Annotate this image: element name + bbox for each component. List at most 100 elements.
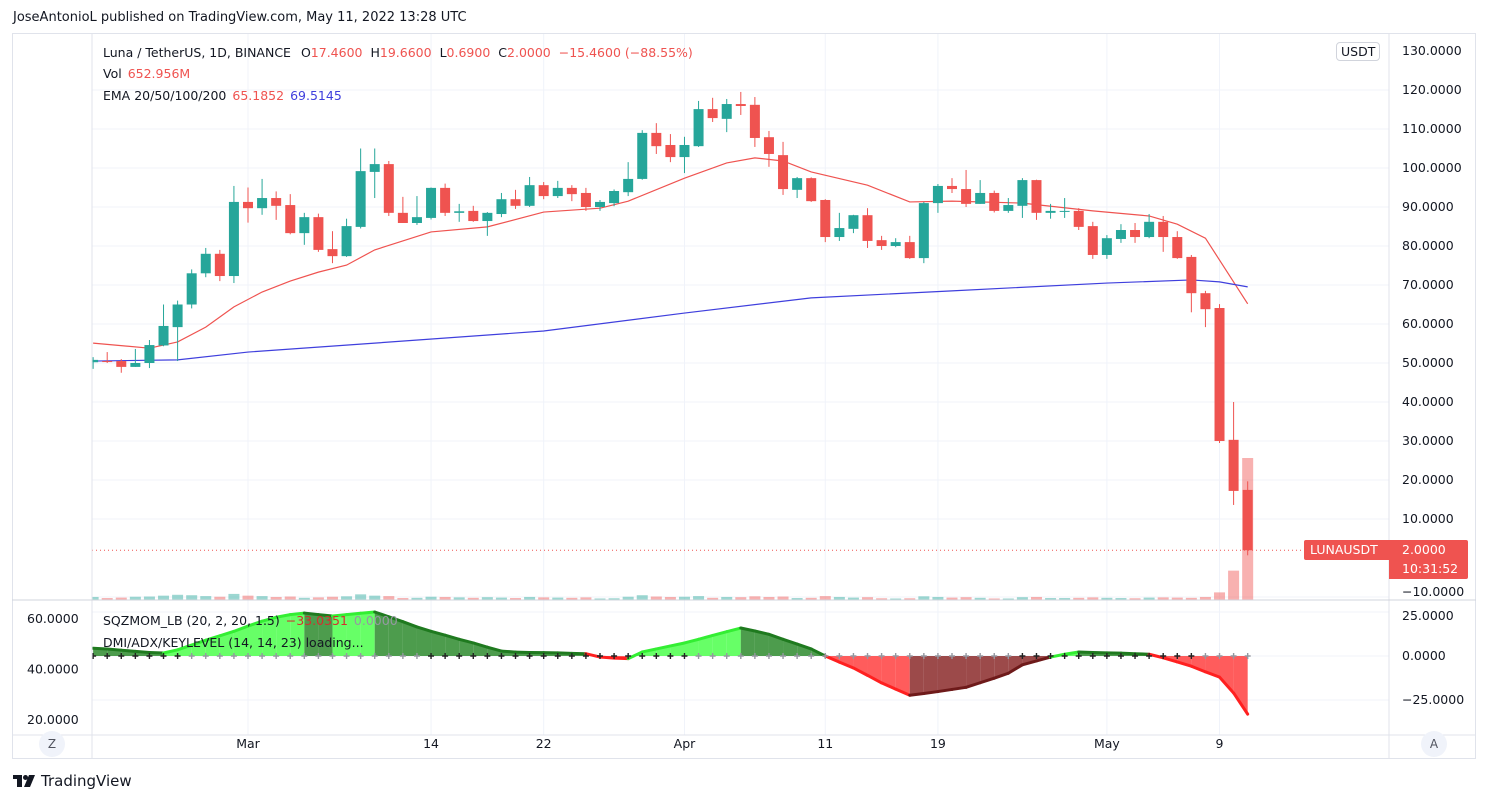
currency-button[interactable]: USDT (1336, 42, 1381, 61)
candle (876, 235, 887, 250)
volume-bar (932, 596, 944, 600)
momentum-area-segment (1191, 656, 1206, 672)
candle (1144, 214, 1155, 239)
candle-body (299, 217, 310, 234)
volume-bar (270, 596, 282, 600)
volume-bar (890, 598, 902, 600)
dmi-tick-label: 60.0000 (27, 611, 79, 626)
candle (228, 185, 239, 284)
squeeze-dot (963, 653, 970, 659)
candle-body (679, 144, 690, 158)
candle-body (1228, 439, 1239, 491)
time-tick-label: 14 (423, 736, 439, 751)
squeeze-dot (991, 653, 998, 659)
candle-body (369, 164, 380, 172)
momentum-line-segment (1034, 655, 1053, 663)
momentum-area-segment (346, 613, 361, 656)
candle (257, 178, 268, 215)
sqzmom-value-2: 0.0000 (353, 613, 398, 628)
volume-bar (538, 597, 550, 600)
volume-bar (355, 594, 367, 600)
candle (735, 91, 746, 115)
vol-label: Vol (103, 66, 122, 81)
momentum-area-segment (402, 621, 417, 656)
volume-bar (833, 596, 845, 600)
volume-bar (481, 597, 493, 600)
candle-body (440, 187, 451, 213)
candle-body (1242, 489, 1253, 551)
volume-bar (608, 598, 620, 600)
squeeze-dot (259, 653, 266, 659)
momentum-area-segment (712, 631, 727, 656)
candle-body (566, 187, 577, 195)
momentum-line-segment (485, 645, 503, 653)
squeeze-dot (301, 653, 308, 659)
candle-body (707, 109, 718, 119)
squeeze-dot (681, 653, 688, 659)
volume-bar (622, 596, 634, 600)
volume-bar (1214, 592, 1226, 600)
momentum-area-segment (1233, 656, 1248, 715)
momentum-line-segment (725, 626, 743, 634)
squeeze-dot (1188, 653, 1195, 659)
momentum-line-segment (176, 643, 194, 652)
candle-body (989, 192, 1000, 211)
candle (355, 148, 366, 229)
timezone-button[interactable]: Z (39, 731, 65, 757)
time-tick-label: Mar (236, 736, 260, 751)
momentum-area-segment (797, 644, 812, 656)
candle-body (397, 212, 408, 223)
auto-scale-button[interactable]: A (1421, 731, 1447, 757)
squeeze-dot (428, 653, 435, 659)
legend-row-sqzmom[interactable]: SQZMOM_LB (20, 2, 20, 1.5) −33.0351 0.0000 (103, 613, 398, 628)
candle-body (510, 199, 521, 206)
volume-bar (158, 595, 170, 600)
legend-row-volume[interactable]: Vol 652.956M (103, 66, 190, 81)
candle-body (1003, 205, 1014, 211)
volume-bar (495, 597, 507, 600)
legend-row-ohlc: Luna / TetherUS, 1D, BINANCE O17.4600 H1… (103, 45, 693, 60)
dmi-tick-label: 40.0000 (27, 661, 79, 676)
symbol-title[interactable]: Luna / TetherUS, 1D, BINANCE (103, 45, 291, 60)
legend-row-ema[interactable]: EMA 20/50/100/200 65.1852 69.5145 (103, 88, 342, 103)
candle-body (947, 185, 957, 190)
price-tick-label: 20.0000 (1402, 472, 1454, 487)
candle-body (355, 171, 366, 227)
momentum-line-segment (1006, 663, 1024, 675)
squeeze-dot (1061, 653, 1068, 659)
ema-label: EMA 20/50/100/200 (103, 88, 227, 103)
price-tick-label: 100.0000 (1402, 160, 1462, 175)
volume-bar (510, 598, 522, 600)
volume-bar (186, 595, 198, 600)
squeeze-dot (765, 653, 772, 659)
squeeze-dot (92, 653, 97, 659)
momentum-line-segment (936, 687, 954, 694)
candle (496, 192, 507, 218)
volume-bar (200, 596, 212, 600)
squeeze-dot (202, 653, 209, 659)
candle (468, 205, 479, 222)
price-tick-label: 30.0000 (1402, 433, 1454, 448)
candle (1200, 290, 1211, 328)
candle-body (721, 104, 732, 119)
candle-body (1172, 237, 1183, 259)
momentum-line-segment (556, 651, 574, 655)
tradingview-branding[interactable]: TradingView (13, 772, 132, 790)
legend-row-dmi[interactable]: DMI/ADX/KEYLEVEL (14, 14, 23) loading... (103, 635, 364, 650)
candle (1101, 235, 1112, 259)
momentum-line-segment (964, 681, 982, 689)
candle-body (243, 201, 253, 209)
ema-value-a: 65.1852 (232, 88, 285, 103)
momentum-line-segment (908, 691, 926, 697)
momentum-area-segment (205, 635, 220, 656)
volume-bar (735, 597, 747, 600)
momentum-line-segment (330, 613, 349, 618)
sqzmom-value: −33.0351 (285, 613, 348, 628)
squeeze-dot (1005, 653, 1012, 659)
candle-body (792, 178, 803, 190)
momentum-area-segment (980, 656, 995, 683)
candle-body (862, 215, 873, 241)
candle (1073, 208, 1084, 231)
squeeze-dot (315, 653, 322, 659)
